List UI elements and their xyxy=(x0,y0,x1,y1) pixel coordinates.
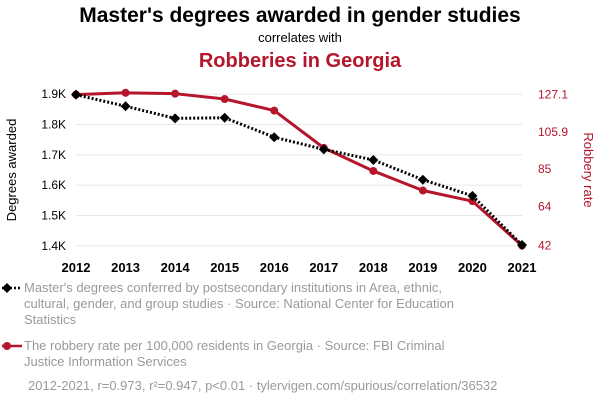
x-tick-label: 2018 xyxy=(359,260,388,275)
legend-text: Statistics xyxy=(24,312,77,327)
legend-text: Justice Information Services xyxy=(24,354,187,369)
x-tick-label: 2019 xyxy=(408,260,437,275)
left-tick-label: 1.5K xyxy=(41,209,66,223)
right-tick-label: 42 xyxy=(538,239,552,253)
left-tick-label: 1.6K xyxy=(41,178,66,192)
data-point xyxy=(418,186,427,195)
series-layer xyxy=(71,88,527,251)
data-point xyxy=(517,240,527,251)
data-point xyxy=(220,95,229,104)
data-point xyxy=(369,166,378,175)
legend-item: Master's degrees conferred by postsecond… xyxy=(2,280,454,327)
series-line xyxy=(75,93,524,247)
series-line xyxy=(75,91,524,247)
x-tick-label: 2016 xyxy=(260,260,289,275)
data-point xyxy=(467,190,478,201)
data-point xyxy=(120,101,131,112)
right-axis-label: Robbery rate xyxy=(581,132,596,207)
x-tick-label: 2017 xyxy=(309,260,338,275)
right-tick-label: 105.9 xyxy=(538,125,568,139)
data-point xyxy=(270,106,279,115)
data-point xyxy=(318,144,329,155)
right-tick-label: 127.1 xyxy=(538,87,568,101)
data-point xyxy=(219,112,230,123)
right-tick-label: 64 xyxy=(538,200,552,214)
data-point xyxy=(368,154,379,165)
left-tick-label: 1.8K xyxy=(41,117,66,131)
chart-subtitle: correlates with xyxy=(258,30,342,45)
chart-title-secondary: Robberies in Georgia xyxy=(199,50,402,72)
x-tick-label: 2013 xyxy=(111,260,140,275)
legend-item: The robbery rate per 100,000 residents i… xyxy=(2,338,445,369)
x-tick-label: 2015 xyxy=(210,260,239,275)
right-tick-label: 85 xyxy=(538,162,552,176)
legend: Master's degrees conferred by postsecond… xyxy=(2,280,454,369)
gridlines xyxy=(76,93,522,247)
x-tick-label: 2020 xyxy=(458,260,487,275)
x-tick-label: 2014 xyxy=(161,260,191,275)
chart-title: Master's degrees awarded in gender studi… xyxy=(79,4,520,27)
data-point xyxy=(170,113,181,124)
right-axis-ticks: 42 64 85 105.9 127.1 xyxy=(538,87,568,252)
data-point xyxy=(171,89,180,98)
footer-stats: 2012-2021, r=0.973, r²=0.947, p<0.01 · t… xyxy=(28,378,497,393)
data-point xyxy=(468,197,477,206)
left-tick-label: 1.4K xyxy=(41,239,66,253)
x-axis-ticks: 2012 2013 2014 2015 2016 2017 2018 2019 2020 2021 xyxy=(62,260,537,275)
legend-marker xyxy=(2,283,12,293)
legend-marker xyxy=(3,342,11,350)
legend-text: The robbery rate per 100,000 residents i… xyxy=(24,338,445,353)
data-point xyxy=(269,132,280,143)
left-tick-label: 1.9K xyxy=(41,87,66,101)
data-point xyxy=(417,174,428,185)
x-tick-label: 2012 xyxy=(62,260,91,275)
left-tick-label: 1.7K xyxy=(41,148,66,162)
data-point xyxy=(121,88,130,97)
left-axis-label: Degrees awarded xyxy=(4,119,19,222)
x-tick-label: 2021 xyxy=(508,260,537,275)
left-axis-ticks: 1.4K 1.5K 1.6K 1.7K 1.8K 1.9K xyxy=(41,87,66,253)
legend-text: Master's degrees conferred by postsecond… xyxy=(24,280,442,295)
data-point xyxy=(71,89,81,100)
legend-text: cultural, gender, and group studies · So… xyxy=(24,296,454,311)
